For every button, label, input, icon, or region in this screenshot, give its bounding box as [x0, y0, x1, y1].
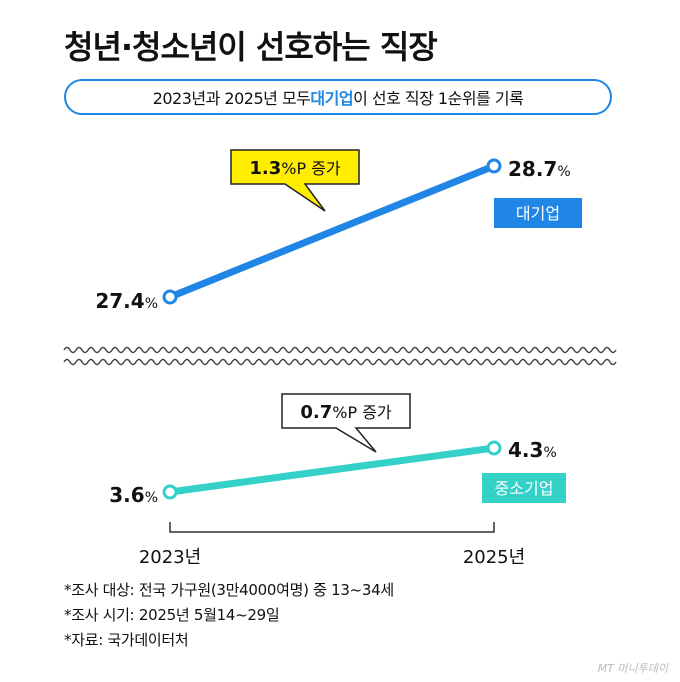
x-axis-line [169, 522, 495, 533]
data-point [162, 484, 178, 500]
callout-text: 1.3%P 증가 [249, 158, 341, 179]
axis-break-line [63, 358, 617, 366]
callout-bubble [230, 149, 360, 212]
series-tag-box [494, 198, 582, 228]
footnote-period: *조사 시기: 2025년 5월14~29일 [64, 606, 280, 624]
data-point [486, 158, 502, 174]
callout-bubble [281, 393, 411, 453]
series-tag-label: 대기업 [516, 204, 560, 223]
series-line [166, 444, 498, 496]
subtitle-prefix: 2023년과 2025년 모두 [152, 89, 311, 108]
series-small-company: 3.6% 4.3% 중소기업 0.7%P 증가 [109, 393, 566, 507]
callout-text: 0.7%P 증가 [300, 402, 392, 423]
series-large-company: 27.4% 28.7% 대기업 1.3%P 증가 [95, 149, 582, 313]
chart-title: 청년·청소년이 선호하는 직장 [64, 28, 438, 66]
x-tick-label: 2023년 [139, 547, 201, 568]
subtitle-highlight: 대기업 [310, 89, 354, 108]
footnote-source: *자료: 국가데이터처 [64, 631, 189, 649]
series-tag: 중소기업 [482, 473, 566, 503]
series-tag-box [482, 473, 566, 503]
axis-break-line [63, 346, 617, 354]
x-axis: 2023년 2025년 [139, 522, 525, 568]
change-callout: 0.7%P 증가 [281, 393, 411, 453]
data-point [486, 440, 502, 456]
data-label: 27.4% [95, 289, 158, 313]
series-tag: 대기업 [494, 198, 582, 228]
data-label: 4.3% [508, 438, 557, 462]
series-line [166, 162, 498, 301]
data-label: 28.7% [508, 157, 571, 181]
data-label: 3.6% [109, 483, 158, 507]
data-point [162, 289, 178, 305]
subtitle-box: 2023년과 2025년 모두 대기업 이 선호 직장 1순위를 기록 [64, 79, 612, 115]
subtitle-suffix: 이 선호 직장 1순위를 기록 [353, 89, 524, 108]
x-tick-label: 2025년 [463, 547, 525, 568]
publisher-logo: MT 머니투데이 [597, 662, 668, 675]
footnotes: *조사 대상: 전국 가구원(3만4000여명) 중 13~34세 *조사 시기… [64, 578, 394, 653]
series-tag-label: 중소기업 [495, 479, 554, 498]
change-callout: 1.3%P 증가 [230, 149, 360, 212]
footnote-target: *조사 대상: 전국 가구원(3만4000여명) 중 13~34세 [64, 581, 394, 599]
